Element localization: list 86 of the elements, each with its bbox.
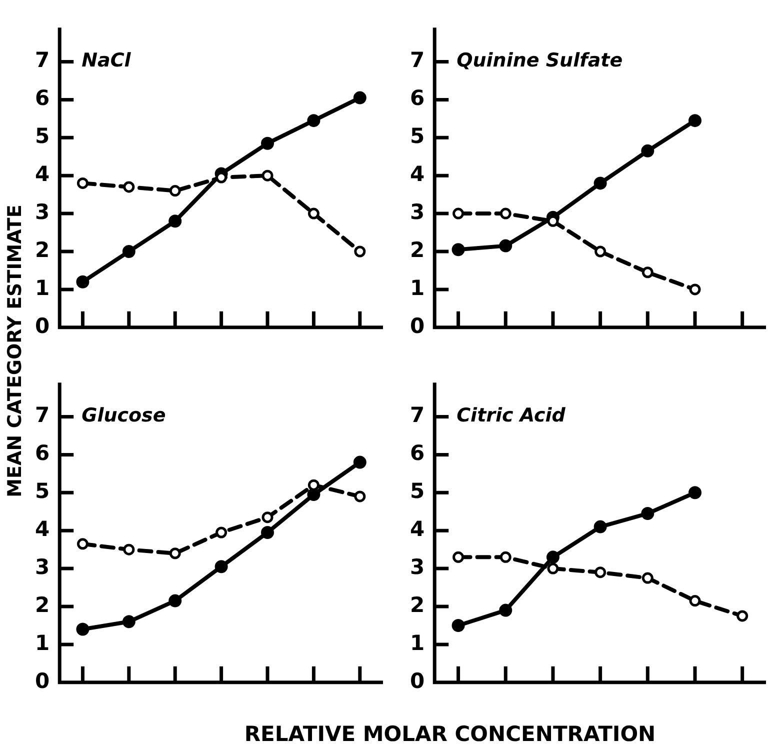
point bbox=[214, 560, 228, 574]
y-tick-label: 6 bbox=[410, 86, 425, 110]
y-tick-label: 5 bbox=[410, 479, 425, 504]
y-tick-label: 1 bbox=[410, 276, 425, 300]
point bbox=[168, 594, 182, 608]
point bbox=[122, 245, 136, 258]
y-tick-label: 4 bbox=[410, 517, 425, 542]
point bbox=[689, 284, 701, 296]
y-tick-label: 3 bbox=[34, 555, 50, 580]
text: Glucose bbox=[82, 404, 166, 427]
text: Citric Acid bbox=[456, 404, 566, 427]
point bbox=[642, 572, 654, 584]
y-tick-label: 7 bbox=[410, 48, 425, 72]
y-tick-label: 5 bbox=[410, 124, 425, 148]
point bbox=[353, 91, 366, 104]
y-tick-label: 2 bbox=[410, 238, 425, 262]
point bbox=[641, 144, 654, 158]
y-tick-label: 7 bbox=[34, 403, 50, 428]
y-tick-label: 6 bbox=[410, 441, 425, 466]
y-axis-title: MEAN CATEGORY ESTIMATE bbox=[4, 204, 26, 500]
point bbox=[452, 208, 464, 220]
y-tick-label: 4 bbox=[34, 517, 50, 542]
point bbox=[594, 176, 607, 190]
point bbox=[736, 610, 748, 622]
point bbox=[354, 490, 366, 502]
point bbox=[308, 479, 320, 491]
point bbox=[594, 520, 607, 534]
y-tick-label: 2 bbox=[34, 592, 50, 617]
point bbox=[594, 566, 606, 578]
y-tick-label: 0 bbox=[34, 668, 50, 693]
point bbox=[76, 275, 90, 288]
point bbox=[500, 551, 512, 563]
point bbox=[500, 208, 512, 220]
point bbox=[76, 538, 88, 550]
y-tick-label: 0 bbox=[410, 668, 425, 693]
point bbox=[547, 562, 559, 574]
point bbox=[168, 214, 182, 228]
point bbox=[642, 266, 654, 278]
point bbox=[262, 512, 274, 524]
point bbox=[169, 548, 181, 560]
point bbox=[688, 114, 702, 128]
point bbox=[499, 604, 512, 617]
y-tick-label: 7 bbox=[410, 403, 425, 428]
y-tick-label: 4 bbox=[34, 162, 50, 186]
point bbox=[353, 456, 366, 469]
y-tick-label: 5 bbox=[34, 479, 50, 504]
point bbox=[261, 526, 274, 539]
y-tick-label: 0 bbox=[34, 314, 50, 338]
point bbox=[308, 208, 320, 220]
point bbox=[169, 185, 181, 197]
x-axis-title: RELATIVE MOLAR CONCENTRATION bbox=[243, 722, 657, 746]
text: NaCl bbox=[82, 50, 132, 72]
y-tick-label: 2 bbox=[34, 238, 50, 262]
point bbox=[641, 507, 654, 520]
y-tick-label: 2 bbox=[410, 592, 425, 617]
text: Quinine Sulfate bbox=[456, 50, 623, 72]
point bbox=[307, 114, 320, 128]
y-tick-label: 3 bbox=[410, 200, 425, 224]
y-tick-label: 1 bbox=[410, 630, 425, 655]
point bbox=[594, 246, 606, 258]
y-tick-label: 3 bbox=[410, 555, 425, 580]
y-tick-label: 4 bbox=[410, 162, 425, 186]
point bbox=[216, 526, 228, 538]
point bbox=[452, 618, 465, 632]
y-tick-label: 5 bbox=[34, 124, 50, 148]
point bbox=[261, 136, 274, 150]
point bbox=[76, 622, 90, 636]
point bbox=[76, 177, 88, 189]
y-tick-label: 7 bbox=[34, 48, 50, 72]
point bbox=[123, 544, 135, 556]
point bbox=[122, 615, 136, 628]
point bbox=[452, 243, 465, 256]
point bbox=[452, 551, 464, 563]
point bbox=[689, 595, 701, 607]
y-tick-label: 0 bbox=[410, 314, 425, 338]
y-tick-label: 6 bbox=[34, 86, 50, 110]
y-tick-label: 1 bbox=[34, 276, 50, 300]
point bbox=[354, 246, 366, 258]
y-tick-label: 3 bbox=[34, 200, 50, 224]
point bbox=[123, 181, 135, 193]
y-tick-label: 6 bbox=[34, 441, 50, 466]
point bbox=[499, 239, 512, 252]
point bbox=[688, 486, 702, 500]
point bbox=[262, 170, 274, 182]
y-tick-label: 1 bbox=[34, 630, 50, 655]
point bbox=[546, 550, 560, 564]
